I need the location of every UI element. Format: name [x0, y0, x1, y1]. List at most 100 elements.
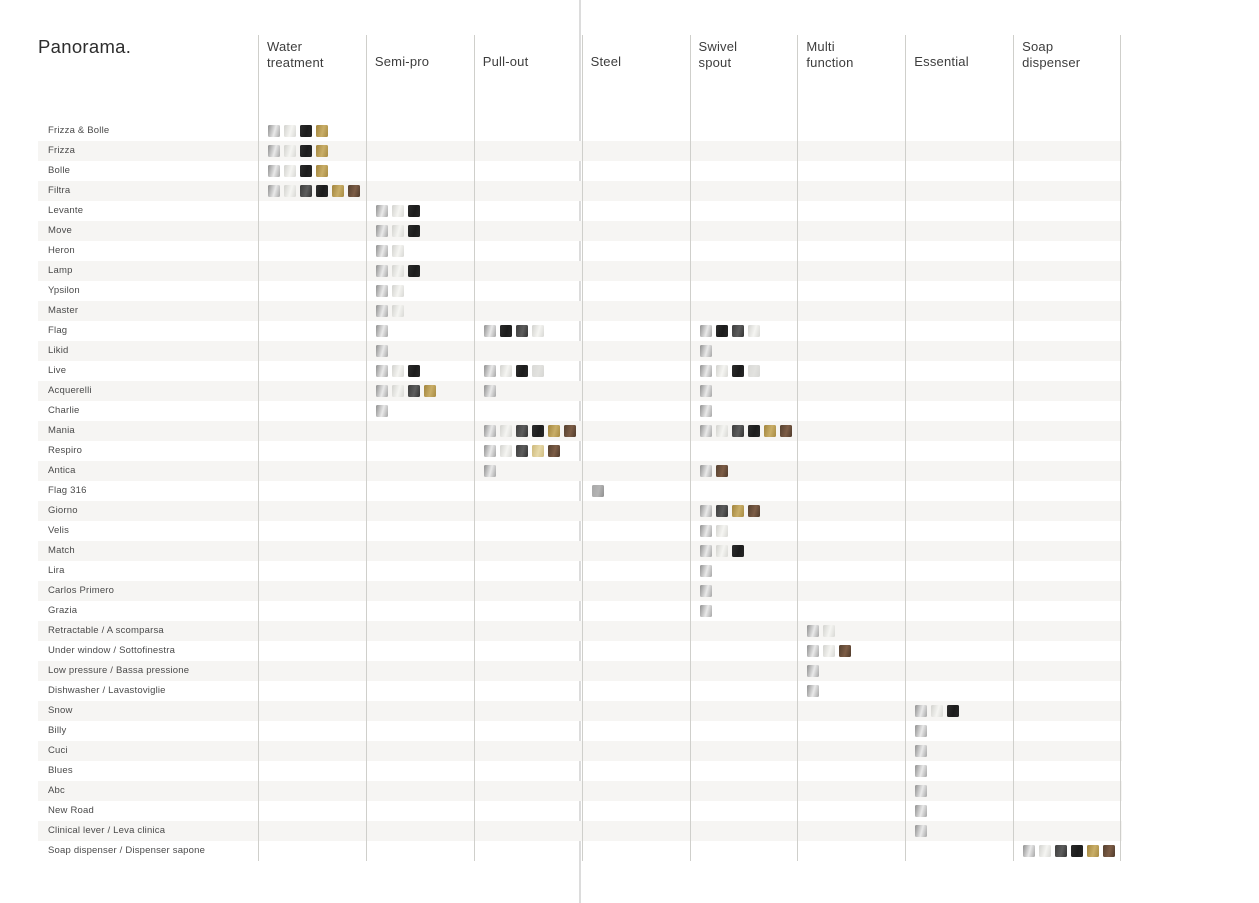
cell-pullout [473, 801, 582, 821]
row-label: Filtra [48, 185, 71, 196]
cell-semipro [365, 381, 474, 401]
finish-swatch-chrome [375, 385, 388, 397]
table-row: Respiro [38, 441, 1122, 461]
cell-pullout [473, 181, 582, 201]
table-row: Dishwasher / Lavastoviglie [38, 681, 1122, 701]
finish-swatch-stainless-steel [591, 485, 604, 497]
table-row: Flag [38, 321, 1122, 341]
row-label: Master [48, 305, 79, 316]
cell-swivel [689, 721, 798, 741]
cell-multi [797, 461, 905, 481]
cell-semipro [365, 761, 474, 781]
cell-water [258, 521, 366, 541]
cell-multi [797, 501, 905, 521]
cell-semipro [365, 201, 474, 221]
cell-steel [581, 821, 690, 841]
finish-swatch-chrome [699, 425, 712, 437]
cell-pullout [473, 561, 582, 581]
column-header-pullout: Pull-out [473, 35, 582, 121]
cell-essential [905, 501, 1013, 521]
cell-multi [797, 441, 905, 461]
finish-swatch-chrome [699, 585, 712, 597]
finish-swatch-chrome [375, 405, 388, 417]
finish-swatch-gunmetal [715, 505, 728, 517]
cell-swivel [689, 221, 798, 241]
cell-soap [1013, 761, 1121, 781]
cell-semipro [365, 301, 474, 321]
cell-pullout [473, 641, 582, 661]
finish-swatch-brushed-steel [531, 325, 544, 337]
finish-swatch-matte-black [316, 185, 328, 197]
finish-swatch-chrome [699, 345, 712, 357]
cell-swivel [689, 821, 798, 841]
cell-multi [797, 241, 905, 261]
finish-swatch-chrome [375, 225, 388, 237]
cell-essential [905, 721, 1013, 741]
row-label: Heron [48, 245, 75, 256]
cell-steel [581, 501, 690, 521]
cell-essential [905, 341, 1013, 361]
finish-swatch-chrome [483, 385, 496, 397]
cell-steel [581, 121, 690, 141]
finish-swatch-chrome [915, 725, 928, 737]
cell-pullout [473, 781, 582, 801]
cell-swivel [689, 661, 798, 681]
cell-multi [797, 301, 905, 321]
cell-soap [1013, 801, 1121, 821]
cell-water [258, 121, 366, 141]
cell-soap [1013, 561, 1121, 581]
finish-swatch-chrome [915, 705, 928, 717]
cell-steel [581, 381, 690, 401]
cell-pullout [473, 281, 582, 301]
cell-steel [581, 481, 690, 501]
cell-water [258, 401, 366, 421]
finish-swatch-brushed-steel [391, 205, 404, 217]
cell-swivel [689, 801, 798, 821]
cell-multi [797, 321, 905, 341]
cell-water [258, 201, 366, 221]
cell-pullout [473, 341, 582, 361]
cell-steel [581, 141, 690, 161]
cell-steel [581, 541, 690, 561]
table-row: Clinical lever / Leva clinica [38, 821, 1122, 841]
cell-essential [905, 781, 1013, 801]
table-row: Mania [38, 421, 1122, 441]
cell-pullout [473, 241, 582, 261]
row-label: Clinical lever / Leva clinica [48, 825, 166, 836]
cell-soap [1013, 501, 1121, 521]
table-row: Cuci [38, 741, 1122, 761]
finish-swatch-chrome [915, 765, 928, 777]
product-finish-matrix: Water treatment Semi-pro Pull-out Steel Swiv… [38, 35, 1122, 861]
cell-essential [905, 621, 1013, 641]
cell-swivel [689, 261, 798, 281]
cell-multi [797, 121, 905, 141]
cell-multi [797, 521, 905, 541]
cell-steel [581, 581, 690, 601]
finish-swatch-chrome [483, 465, 496, 477]
row-label: Blues [48, 765, 73, 776]
finish-swatch-matte-black [407, 205, 420, 217]
column-header-essential: Essential [905, 35, 1013, 121]
cell-essential [905, 401, 1013, 421]
cell-swivel [689, 241, 798, 261]
table-row: Filtra [38, 181, 1122, 201]
finish-swatch-gold [332, 185, 344, 197]
finish-swatch-brushed-steel [823, 625, 836, 637]
table-row: Match [38, 541, 1122, 561]
cell-steel [581, 401, 690, 421]
cell-pullout [473, 301, 582, 321]
cell-steel [581, 761, 690, 781]
cell-essential [905, 481, 1013, 501]
finish-swatch-gunmetal [731, 325, 744, 337]
cell-essential [905, 701, 1013, 721]
cell-pullout [473, 821, 582, 841]
column-header-soap: Soap dispenser [1013, 35, 1121, 121]
cell-essential [905, 741, 1013, 761]
table-row: Master [38, 301, 1122, 321]
row-label: Match [48, 545, 75, 556]
row-label: Retractable / A scomparsa [48, 625, 164, 636]
finish-swatch-bronze [779, 425, 792, 437]
finish-swatch-gold [1087, 845, 1100, 857]
cell-multi [797, 821, 905, 841]
